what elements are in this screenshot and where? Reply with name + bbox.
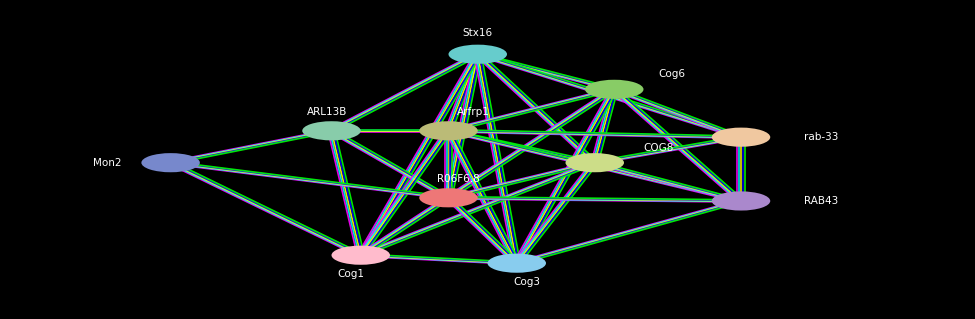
Text: COG8: COG8 (644, 143, 674, 153)
Circle shape (488, 254, 546, 273)
Circle shape (448, 45, 507, 64)
Circle shape (585, 80, 644, 99)
Text: Cog1: Cog1 (337, 269, 365, 279)
Circle shape (419, 121, 478, 140)
Circle shape (712, 128, 770, 147)
Circle shape (566, 153, 624, 172)
Text: Cog6: Cog6 (658, 69, 685, 79)
Text: Arfrp1: Arfrp1 (456, 107, 489, 117)
Circle shape (302, 121, 361, 140)
Text: Cog3: Cog3 (513, 277, 540, 287)
Circle shape (332, 246, 390, 265)
Text: Stx16: Stx16 (463, 27, 492, 38)
Circle shape (141, 153, 200, 172)
Text: rab-33: rab-33 (804, 132, 838, 142)
Circle shape (712, 191, 770, 211)
Text: RAB43: RAB43 (804, 196, 838, 206)
Text: Mon2: Mon2 (94, 158, 122, 168)
Circle shape (419, 188, 478, 207)
Text: ARL13B: ARL13B (306, 107, 347, 117)
Text: R06F6.8: R06F6.8 (437, 174, 480, 184)
